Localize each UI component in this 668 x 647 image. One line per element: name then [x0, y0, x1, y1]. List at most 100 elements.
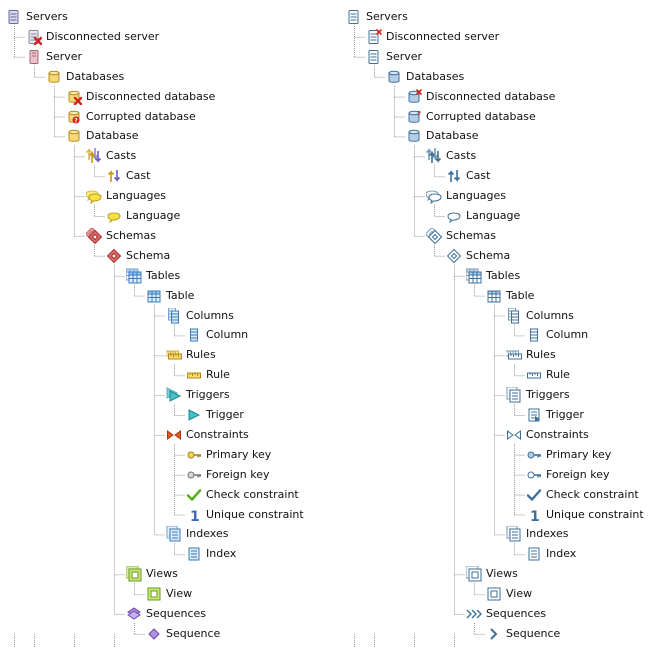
tree-node-corrupted-database[interactable]: ? Corrupted database: [66, 108, 197, 126]
tree-node-unique-constraint[interactable]: 1 Unique constraint: [526, 506, 645, 524]
tree-node-databases[interactable]: Databases: [46, 68, 125, 86]
tree-node-disconnected-server[interactable]: Disconnected server: [366, 28, 500, 46]
tree-node-label: Foreign key: [206, 467, 270, 481]
tree-node-language[interactable]: Language: [446, 207, 521, 225]
tree-node-label: View: [506, 587, 533, 601]
tree-node-label: Languages: [106, 189, 167, 203]
tree-node-cast[interactable]: Cast: [106, 167, 151, 185]
tree-node-label: Databases: [406, 69, 465, 83]
tree-node-indexes[interactable]: Indexes: [166, 525, 229, 543]
tree-node-label: Disconnected database: [426, 89, 556, 103]
schema-icon: [106, 248, 122, 264]
tree-node-server[interactable]: Server: [366, 48, 423, 66]
tree-node-column[interactable]: Column: [186, 326, 249, 344]
tree-node-tables[interactable]: Tables: [466, 267, 521, 285]
tree-node-unique-constraint[interactable]: 1 Unique constraint: [186, 506, 305, 524]
tables-icon: [126, 268, 142, 284]
table-icon: [486, 288, 502, 304]
tree-node-schema[interactable]: Schema: [106, 247, 171, 265]
tree-node-database[interactable]: Database: [66, 127, 140, 145]
tree-node-label: Cast: [466, 169, 491, 183]
tree-node-rules[interactable]: Rules: [506, 346, 557, 364]
tree-node-sequence[interactable]: Sequence: [146, 625, 221, 643]
tree-node-casts[interactable]: Casts: [86, 147, 137, 165]
tree-node-label: Cast: [126, 169, 151, 183]
tree-node-index[interactable]: Index: [526, 545, 577, 563]
tree-node-label: Sequences: [146, 607, 206, 620]
tree-node-table[interactable]: Table: [146, 287, 195, 305]
tree-node-check-constraint[interactable]: Check constraint: [526, 486, 640, 504]
tree-node-views[interactable]: Views: [126, 565, 179, 583]
tree-node-disconnected-database[interactable]: Disconnected database: [66, 88, 216, 106]
tree-node-language[interactable]: Language: [106, 207, 181, 225]
casts-icon: [86, 148, 102, 164]
tree-node-corrupted-database[interactable]: ? Corrupted database: [406, 108, 537, 126]
tree-node-sequences[interactable]: Sequences: [466, 605, 547, 623]
tree-node-index[interactable]: Index: [186, 545, 237, 563]
table-icon: [146, 288, 162, 304]
tree-node-disconnected-database[interactable]: Disconnected database: [406, 88, 556, 106]
tree-node-table[interactable]: Table: [486, 287, 535, 305]
tree-node-primary-key[interactable]: Primary key: [526, 446, 612, 464]
tree-node-languages[interactable]: Languages: [86, 187, 167, 205]
tree-node-sequences[interactable]: Sequences: [126, 605, 207, 623]
tree-node-views[interactable]: Views: [466, 565, 519, 583]
server-icon: [366, 49, 382, 65]
tree-node-schemas[interactable]: Schemas: [426, 227, 497, 245]
tree-node-server[interactable]: Server: [26, 48, 83, 66]
tree-node-constraints[interactable]: Constraints: [166, 426, 250, 444]
tree-node-foreign-key[interactable]: Foreign key: [526, 466, 610, 484]
tree-node-check-constraint[interactable]: Check constraint: [186, 486, 300, 504]
cast-icon: [106, 168, 122, 184]
sequences-icon: [466, 606, 482, 622]
tree-node-label: Schema: [126, 248, 171, 262]
tree-node-triggers[interactable]: Triggers: [506, 386, 571, 404]
tree-node-label: Casts: [106, 149, 137, 163]
tree-node-foreign-key[interactable]: Foreign key: [186, 466, 270, 484]
sequence-icon: [486, 626, 502, 642]
tree-node-sequence[interactable]: Sequence: [486, 625, 561, 643]
tree-node-label: Triggers: [526, 388, 570, 402]
tree-node-databases[interactable]: Databases: [386, 68, 465, 86]
tree-node-label: Views: [146, 567, 178, 581]
tree-node-constraints[interactable]: Constraints: [506, 426, 590, 444]
svg-text:?: ?: [417, 110, 421, 118]
tree-node-servers[interactable]: Servers: [6, 8, 69, 26]
tree-node-label: Server: [46, 49, 83, 63]
tree-node-label: Rule: [206, 368, 230, 382]
tree-node-rule[interactable]: Rule: [186, 366, 231, 384]
tree-node-languages[interactable]: Languages: [426, 187, 507, 205]
rule-icon: [186, 367, 202, 383]
tree-node-label: Column: [206, 328, 249, 342]
tree-node-cast[interactable]: Cast: [446, 167, 491, 185]
tree-node-view[interactable]: View: [486, 585, 533, 603]
sequences-icon: [126, 606, 142, 622]
tree-node-view[interactable]: View: [146, 585, 193, 603]
tree-node-label: Unique constraint: [206, 507, 304, 521]
cast-icon: [446, 168, 462, 184]
schemas-icon: [426, 227, 442, 244]
tree-node-label: Languages: [446, 189, 507, 203]
tree-node-servers[interactable]: Servers: [346, 8, 409, 26]
tree-node-schema[interactable]: Schema: [446, 247, 511, 265]
tree-node-schemas[interactable]: Schemas: [86, 227, 157, 245]
primary-key-icon: [526, 447, 542, 463]
tree-node-tables[interactable]: Tables: [126, 267, 181, 285]
tree-node-label: View: [166, 587, 193, 601]
tree-node-triggers[interactable]: Triggers: [166, 386, 231, 404]
tree-node-trigger[interactable]: Trigger: [186, 406, 245, 424]
database-icon: [66, 128, 82, 144]
tree-node-indexes[interactable]: Indexes: [506, 525, 569, 543]
tree-node-columns[interactable]: Columns: [506, 307, 575, 325]
tree-node-casts[interactable]: Casts: [426, 147, 477, 165]
tree-node-database[interactable]: Database: [406, 127, 480, 145]
tree-node-disconnected-server[interactable]: Disconnected server: [26, 28, 160, 46]
databases-icon: [386, 69, 402, 85]
tree-node-columns[interactable]: Columns: [166, 307, 235, 325]
tree-node-rule[interactable]: Rule: [526, 366, 571, 384]
tree-node-trigger[interactable]: Trigger: [526, 406, 585, 424]
tree-node-column[interactable]: Column: [526, 326, 589, 344]
tree-node-rules[interactable]: Rules: [166, 346, 217, 364]
tree-node-primary-key[interactable]: Primary key: [186, 446, 272, 464]
